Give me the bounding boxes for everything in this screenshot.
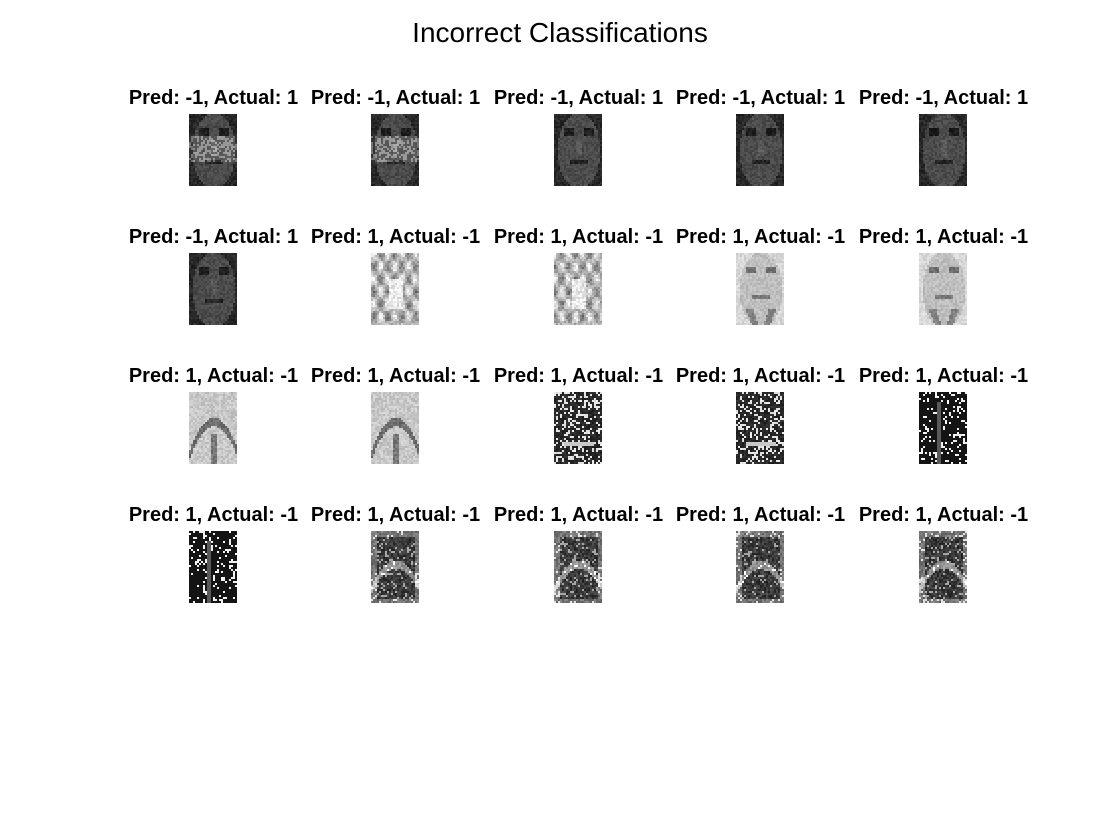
subplot-panel: Pred: 1, Actual: -1 [669, 503, 852, 613]
subplot-title: Pred: 1, Actual: -1 [310, 226, 481, 248]
subplot-title: Pred: -1, Actual: 1 [310, 87, 481, 109]
grayscale-thumbnail [371, 253, 419, 325]
grayscale-thumbnail [371, 531, 419, 603]
grayscale-thumbnail [189, 392, 237, 464]
grayscale-thumbnail [736, 114, 784, 186]
grayscale-thumbnail [919, 392, 967, 464]
grayscale-thumbnail [919, 253, 967, 325]
subplot-title: Pred: -1, Actual: 1 [493, 87, 664, 109]
subplot-panel: Pred: 1, Actual: -1 [487, 225, 670, 335]
figure-title: Incorrect Classifications [412, 17, 708, 48]
subplot-panel: Pred: -1, Actual: 1 [304, 86, 487, 196]
grayscale-thumbnail [189, 531, 237, 603]
grayscale-thumbnail [554, 114, 602, 186]
grayscale-thumbnail [919, 531, 967, 603]
subplot-panel: Pred: 1, Actual: -1 [669, 364, 852, 474]
subplot-title: Pred: 1, Actual: -1 [128, 504, 299, 526]
subplot-panel: Pred: -1, Actual: 1 [852, 86, 1035, 196]
grayscale-thumbnail [736, 531, 784, 603]
subplot-panel: Pred: 1, Actual: -1 [304, 503, 487, 613]
grayscale-thumbnail [189, 114, 237, 186]
subplot-title: Pred: 1, Actual: -1 [675, 365, 846, 387]
subplot-title: Pred: 1, Actual: -1 [858, 504, 1029, 526]
subplot-title: Pred: -1, Actual: 1 [128, 87, 299, 109]
subplot-title: Pred: 1, Actual: -1 [675, 226, 846, 248]
grayscale-thumbnail [554, 392, 602, 464]
grayscale-thumbnail [554, 253, 602, 325]
subplot-title: Pred: -1, Actual: 1 [675, 87, 846, 109]
subplot-panel: Pred: 1, Actual: -1 [669, 225, 852, 335]
subplot-title: Pred: 1, Actual: -1 [493, 365, 664, 387]
subplot-panel: Pred: 1, Actual: -1 [852, 503, 1035, 613]
subplot-panel: Pred: 1, Actual: -1 [487, 503, 670, 613]
subplot-panel: Pred: -1, Actual: 1 [669, 86, 852, 196]
subplot-title: Pred: 1, Actual: -1 [310, 504, 481, 526]
grayscale-thumbnail [919, 114, 967, 186]
subplot-title: Pred: 1, Actual: -1 [858, 226, 1029, 248]
subplot-panel: Pred: -1, Actual: 1 [122, 86, 305, 196]
grayscale-thumbnail [736, 253, 784, 325]
grayscale-thumbnail [736, 392, 784, 464]
grayscale-thumbnail [371, 114, 419, 186]
subplot-panel: Pred: 1, Actual: -1 [122, 503, 305, 613]
subplot-title: Pred: 1, Actual: -1 [493, 504, 664, 526]
subplot-panel: Pred: -1, Actual: 1 [487, 86, 670, 196]
grayscale-thumbnail [554, 531, 602, 603]
subplot-title: Pred: 1, Actual: -1 [310, 365, 481, 387]
grayscale-thumbnail [189, 253, 237, 325]
subplot-panel: Pred: 1, Actual: -1 [487, 364, 670, 474]
subplot-title: Pred: -1, Actual: 1 [858, 87, 1029, 109]
subplot-panel: Pred: 1, Actual: -1 [852, 225, 1035, 335]
subplot-panel: Pred: -1, Actual: 1 [122, 225, 305, 335]
subplot-panel: Pred: 1, Actual: -1 [852, 364, 1035, 474]
subplot-title: Pred: 1, Actual: -1 [128, 365, 299, 387]
subplot-panel: Pred: 1, Actual: -1 [122, 364, 305, 474]
subplot-panel: Pred: 1, Actual: -1 [304, 225, 487, 335]
subplot-title: Pred: -1, Actual: 1 [128, 226, 299, 248]
subplot-title: Pred: 1, Actual: -1 [675, 504, 846, 526]
subplot-title: Pred: 1, Actual: -1 [858, 365, 1029, 387]
subplot-panel: Pred: 1, Actual: -1 [304, 364, 487, 474]
subplot-title: Pred: 1, Actual: -1 [493, 226, 664, 248]
grayscale-thumbnail [371, 392, 419, 464]
